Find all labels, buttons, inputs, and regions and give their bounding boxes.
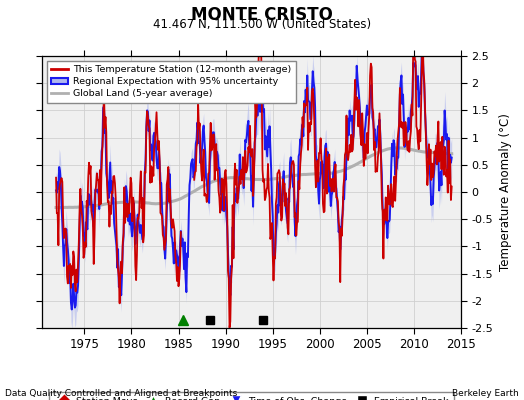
Text: Data Quality Controlled and Aligned at Breakpoints: Data Quality Controlled and Aligned at B… (5, 389, 237, 398)
Y-axis label: Temperature Anomaly (°C): Temperature Anomaly (°C) (499, 113, 512, 271)
Text: MONTE CRISTO: MONTE CRISTO (191, 6, 333, 24)
Legend: Station Move, Record Gap, Time of Obs. Change, Empirical Break: Station Move, Record Gap, Time of Obs. C… (49, 392, 454, 400)
Text: Berkeley Earth: Berkeley Earth (452, 389, 519, 398)
Text: 41.467 N, 111.500 W (United States): 41.467 N, 111.500 W (United States) (153, 18, 371, 31)
